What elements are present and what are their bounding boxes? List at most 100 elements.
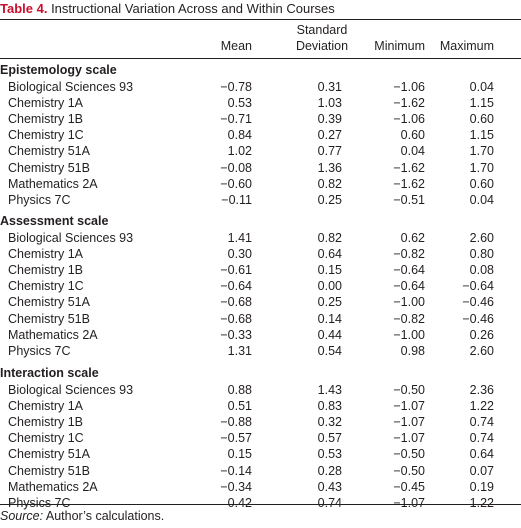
course-name: Chemistry 51A xyxy=(8,447,90,462)
minimum-value: −1.00 xyxy=(393,327,425,342)
maximum-value: 1.22 xyxy=(469,495,494,510)
sd-value: 0.39 xyxy=(317,112,342,127)
course-name: Biological Sciences 93 xyxy=(8,231,134,245)
table-row: Mathematics 2A −0.33 0.44 −1.00 0.26 xyxy=(0,327,521,343)
maximum-value: 2.60 xyxy=(469,343,494,358)
table-row: Chemistry 1A 0.30 0.64 −0.82 0.80 xyxy=(0,246,521,262)
minimum-value: 0.98 xyxy=(400,343,425,358)
course-name: Chemistry 1C xyxy=(8,279,84,294)
sd-value: 0.32 xyxy=(317,415,342,430)
minimum-value: −0.50 xyxy=(393,383,425,397)
source-text: Author’s calculations. xyxy=(43,509,165,523)
mean-value: 0.30 xyxy=(227,247,252,262)
minimum-value: 0.60 xyxy=(400,128,425,143)
maximum-value: 0.07 xyxy=(469,463,494,478)
minimum-value: −1.06 xyxy=(393,80,425,94)
mean-value: 0.88 xyxy=(227,383,252,397)
table-row: Chemistry 51B −0.68 0.14 −0.82 −0.46 xyxy=(0,311,521,327)
minimum-value: −1.62 xyxy=(393,96,425,111)
maximum-value: 1.22 xyxy=(469,399,494,414)
mean-value: 0.84 xyxy=(227,128,252,143)
maximum-value: 2.60 xyxy=(469,231,494,245)
sd-value: 0.25 xyxy=(317,295,342,310)
minimum-value: −1.07 xyxy=(393,415,425,430)
mean-value: −0.11 xyxy=(221,192,252,207)
maximum-value: 0.04 xyxy=(469,80,494,94)
sd-value: 0.53 xyxy=(317,447,342,462)
course-name: Mathematics 2A xyxy=(8,327,98,342)
maximum-value: 0.64 xyxy=(469,447,494,462)
minimum-value: −0.50 xyxy=(393,447,425,462)
mean-value: 0.51 xyxy=(227,399,252,414)
mean-value: −0.71 xyxy=(220,112,252,127)
mean-value: −0.08 xyxy=(220,160,252,175)
course-name: Chemistry 51A xyxy=(8,144,90,159)
sd-value: 0.25 xyxy=(317,192,342,207)
course-name: Physics 7C xyxy=(8,495,71,510)
course-name: Physics 7C xyxy=(8,343,71,358)
maximum-value: 0.74 xyxy=(469,415,494,430)
table-row: Chemistry 1A 0.53 1.03 −1.62 1.15 xyxy=(0,95,521,111)
table-row: Chemistry 1B −0.88 0.32 −1.07 0.74 xyxy=(0,414,521,430)
table-row: Mathematics 2A −0.60 0.82 −1.62 0.60 xyxy=(0,176,521,192)
maximum-value: −0.64 xyxy=(462,279,494,294)
sd-value: 0.57 xyxy=(317,431,342,446)
table-row: Chemistry 51A −0.68 0.25 −1.00 −0.46 xyxy=(0,294,521,310)
minimum-value: −0.64 xyxy=(393,263,425,278)
table-row: Physics 7C 0.42 0.74 −1.07 1.22 xyxy=(0,495,521,511)
minimum-value: −0.82 xyxy=(393,311,425,326)
mean-value: −0.68 xyxy=(220,311,252,326)
table-row: Chemistry 1A 0.51 0.83 −1.07 1.22 xyxy=(0,398,521,414)
minimum-value: −0.64 xyxy=(393,279,425,294)
sd-value: 0.82 xyxy=(317,231,342,245)
mean-value: −0.57 xyxy=(220,431,252,446)
mean-value: −0.14 xyxy=(220,463,252,478)
maximum-value: 0.60 xyxy=(469,176,494,191)
sd-value: 0.44 xyxy=(317,327,342,342)
table-row: Physics 7C 1.31 0.54 0.98 2.60 xyxy=(0,343,521,359)
maximum-value: 1.70 xyxy=(469,160,494,175)
maximum-value: −0.46 xyxy=(462,295,494,310)
maximum-value: 0.74 xyxy=(469,431,494,446)
sd-value: 1.43 xyxy=(317,383,342,397)
table-row: Chemistry 1C 0.84 0.27 0.60 1.15 xyxy=(0,127,521,143)
table-row: Chemistry 51A 0.15 0.53 −0.50 0.64 xyxy=(0,446,521,462)
course-name: Chemistry 51B xyxy=(8,463,90,478)
mean-value: −0.60 xyxy=(220,176,252,191)
maximum-value: 0.19 xyxy=(469,479,494,494)
mean-value: −0.88 xyxy=(220,415,252,430)
table-row: Chemistry 51A 1.02 0.77 0.04 1.70 xyxy=(0,143,521,159)
header-maximum: Maximum xyxy=(439,39,494,53)
table-row: Chemistry 51B −0.14 0.28 −0.50 0.07 xyxy=(0,463,521,479)
course-name: Chemistry 1C xyxy=(8,128,84,143)
course-name: Biological Sciences 93 xyxy=(8,80,134,94)
minimum-value: −1.06 xyxy=(393,112,425,127)
table-row: Physics 7C −0.11 0.25 −0.51 0.04 xyxy=(0,192,521,208)
sd-value: 0.43 xyxy=(317,479,342,494)
header-rule xyxy=(0,58,521,59)
course-name: Chemistry 1A xyxy=(8,399,84,414)
sd-value: 0.31 xyxy=(317,80,342,94)
table-title: Instructional Variation Across and Withi… xyxy=(47,1,335,16)
maximum-value: 0.08 xyxy=(469,263,494,278)
sd-value: 0.00 xyxy=(317,279,342,294)
sd-value: 0.83 xyxy=(317,399,342,414)
section-title: Interaction scale xyxy=(0,366,99,380)
minimum-value: 0.04 xyxy=(400,144,425,159)
sd-value: 0.54 xyxy=(317,343,342,358)
source-label: Source: xyxy=(0,509,44,523)
table-row: Chemistry 1C −0.64 0.00 −0.64 −0.64 xyxy=(0,278,521,294)
course-name: Chemistry 1B xyxy=(8,415,84,430)
course-name: Chemistry 51B xyxy=(8,160,90,175)
top-rule xyxy=(0,19,521,20)
mean-value: −0.64 xyxy=(220,279,252,294)
table-row: Chemistry 1B −0.71 0.39 −1.06 0.60 xyxy=(0,111,521,127)
course-name: Mathematics 2A xyxy=(8,479,98,494)
sd-value: 1.03 xyxy=(317,96,342,111)
table-row: Chemistry 1B −0.61 0.15 −0.64 0.08 xyxy=(0,262,521,278)
sd-value: 0.28 xyxy=(317,463,342,478)
maximum-value: −0.46 xyxy=(462,311,494,326)
sd-value: 0.14 xyxy=(317,311,342,326)
maximum-value: 0.04 xyxy=(469,192,494,207)
